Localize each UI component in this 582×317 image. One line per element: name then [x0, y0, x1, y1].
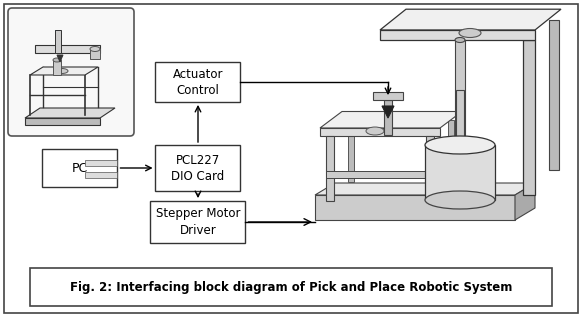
Bar [373, 92, 403, 100]
Bar [55, 30, 61, 53]
Ellipse shape [53, 58, 61, 62]
Bar [42, 149, 118, 187]
Bar [326, 136, 334, 201]
Bar [155, 62, 240, 102]
Text: PCL227
DIO Card: PCL227 DIO Card [171, 153, 225, 183]
Polygon shape [315, 195, 515, 220]
Ellipse shape [56, 68, 68, 74]
Text: Stepper Motor
Driver: Stepper Motor Driver [156, 208, 240, 236]
Bar [326, 171, 426, 178]
Bar [523, 40, 535, 195]
Bar [426, 136, 434, 201]
Bar [425, 145, 495, 200]
Bar [53, 60, 61, 75]
Bar [85, 160, 117, 166]
Bar [35, 45, 100, 53]
Polygon shape [57, 55, 63, 62]
Polygon shape [320, 112, 462, 128]
Bar [85, 172, 117, 178]
Bar [55, 30, 61, 53]
Text: Fig. 2: Interfacing block diagram of Pick and Place Robotic System: Fig. 2: Interfacing block diagram of Pic… [70, 281, 512, 294]
Polygon shape [380, 30, 535, 40]
Polygon shape [380, 9, 561, 30]
Polygon shape [25, 108, 115, 118]
Text: PC: PC [72, 161, 88, 174]
Bar [448, 120, 454, 182]
Polygon shape [25, 118, 100, 125]
Bar [348, 120, 354, 182]
Polygon shape [382, 106, 394, 118]
Ellipse shape [90, 47, 100, 51]
Ellipse shape [425, 136, 495, 154]
Polygon shape [320, 128, 440, 136]
Bar [90, 49, 100, 59]
Ellipse shape [366, 127, 384, 135]
Ellipse shape [455, 37, 465, 42]
Bar [456, 90, 464, 145]
Ellipse shape [459, 29, 481, 37]
Bar [30, 268, 552, 306]
Bar [384, 100, 392, 135]
Text: Actuator
Control: Actuator Control [173, 68, 223, 96]
Bar [455, 40, 465, 140]
Bar [151, 201, 246, 243]
Ellipse shape [425, 191, 495, 209]
Polygon shape [515, 183, 535, 220]
FancyBboxPatch shape [8, 8, 134, 136]
Polygon shape [30, 67, 98, 75]
Bar [549, 20, 559, 170]
Polygon shape [315, 183, 535, 195]
Bar [155, 145, 240, 191]
